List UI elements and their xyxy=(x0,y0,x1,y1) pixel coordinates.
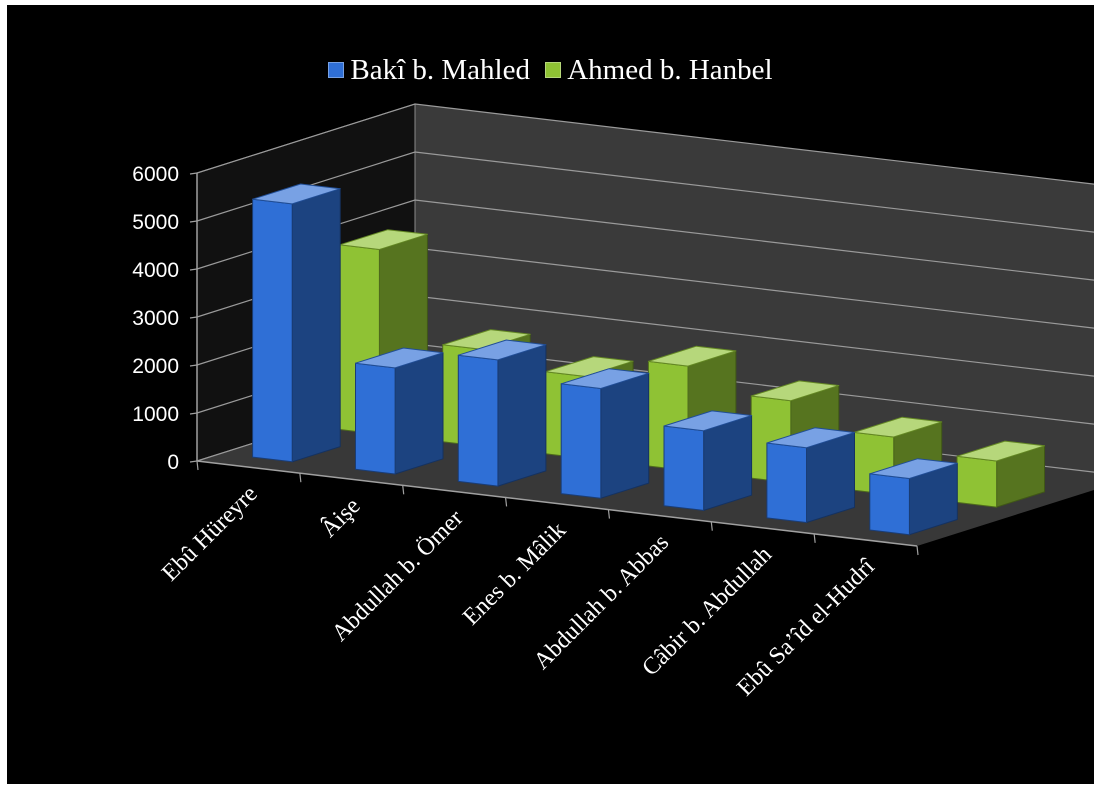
bar-s2-c7 xyxy=(956,440,1045,508)
y-tick-label-0: 0 xyxy=(167,451,179,474)
legend-item-series-2: Ahmed b. Hanbel xyxy=(545,53,773,87)
bar-s2-c1-top xyxy=(339,229,428,250)
bar-s2-c4-top xyxy=(647,345,737,367)
gridline-6 xyxy=(196,103,1094,185)
y-tick-label-3: 3000 xyxy=(132,307,179,330)
bar-s2-c7-front xyxy=(956,455,998,508)
bar-s1-c3 xyxy=(457,339,547,487)
bar-s1-c1 xyxy=(252,183,341,463)
bar-s1-c4-side xyxy=(600,372,650,499)
bar-s1-c3-front xyxy=(457,354,499,487)
y-tick-label-4: 4000 xyxy=(132,259,179,282)
bar-s2-c2-top xyxy=(442,329,531,350)
y-tick-mark-0 xyxy=(189,460,198,463)
chart-background: Bakî b. Mahled Ahmed b. Hanbel 0 1000 2000… xyxy=(7,5,1094,784)
y-tick-label-2: 2000 xyxy=(132,355,179,378)
bar-s1-c6-side xyxy=(806,432,855,523)
y-tick-mark-3 xyxy=(189,316,198,319)
bar-s1-c6-top xyxy=(766,427,855,449)
x-tick-mark-5 xyxy=(710,521,713,531)
y-tick-label-1: 1000 xyxy=(132,403,179,426)
bar-s1-c5 xyxy=(663,410,753,511)
bar-s1-c5-side xyxy=(703,415,753,511)
legend-label-series-2: Ahmed b. Hanbel xyxy=(567,53,773,86)
x-tick-mark-4 xyxy=(607,509,611,519)
x-tick-mark-2 xyxy=(402,485,405,495)
x-tick-mark-3 xyxy=(504,497,508,507)
y-tick-mark-5 xyxy=(189,220,198,223)
x-axis-line xyxy=(196,460,918,547)
bar-s1-c2-top xyxy=(355,347,444,369)
x-tick-label-4: Enes b. Mâlik xyxy=(458,517,571,630)
y-tick-label-6: 6000 xyxy=(132,163,179,186)
bar-s1-c7-front xyxy=(869,473,910,536)
legend: Bakî b. Mahled Ahmed b. Hanbel xyxy=(7,53,1094,87)
bars xyxy=(252,183,1045,536)
legend-label-series-1: Bakî b. Mahled xyxy=(350,53,530,86)
bar-s1-c1-side xyxy=(291,188,341,463)
bar-s1-c2 xyxy=(355,347,444,475)
chart-canvas: 0 1000 2000 3000 4000 5000 6000 Ebû Hüreyre Âişe… xyxy=(132,103,1094,701)
y-tick-mark-1 xyxy=(189,412,198,415)
y-tick-labels: 0 1000 2000 3000 4000 5000 6000 xyxy=(132,163,179,474)
bar-s1-c7-top xyxy=(869,458,958,479)
bar-s1-c4-front xyxy=(560,383,602,499)
bar-s2-c5-top xyxy=(750,380,840,402)
bar-s1-c2-side xyxy=(394,352,444,475)
bar-s1-c3-top xyxy=(457,339,547,361)
bar-s1-c7 xyxy=(869,458,958,536)
bar-s2-c6-top xyxy=(853,416,943,438)
bar-s1-c2-front xyxy=(355,362,396,475)
bar-s1-c5-top xyxy=(663,410,753,432)
x-tick-mark-7 xyxy=(916,545,919,556)
bar-s2-c7-top xyxy=(956,440,1045,462)
bar-s1-c3-side xyxy=(497,344,547,487)
x-tick-label-1: Ebû Hüreyre xyxy=(157,481,263,587)
bar-s1-c6-front xyxy=(766,442,807,523)
y-tick-mark-2 xyxy=(189,364,198,367)
y-tick-label-5: 5000 xyxy=(132,211,179,234)
x-tick-mark-1 xyxy=(299,473,302,483)
legend-item-series-1: Bakî b. Mahled xyxy=(328,54,530,87)
bar-s1-c1-top xyxy=(252,183,341,205)
legend-swatch-series-2 xyxy=(545,62,562,78)
bar-s1-c4-top xyxy=(560,368,650,389)
y-tick-mark-4 xyxy=(189,268,198,271)
y-tick-mark-6 xyxy=(189,172,198,175)
bar-s1-c4 xyxy=(560,368,650,499)
bar-s1-c5-front xyxy=(663,425,705,511)
x-tick-mark-6 xyxy=(813,533,816,543)
bar-s1-c1-front xyxy=(252,198,293,463)
bar-s1-c6 xyxy=(766,427,855,523)
x-tick-label-2: Âişe xyxy=(316,493,365,542)
x-tick-mark-0 xyxy=(196,460,199,471)
bar-s2-c3-top xyxy=(545,356,634,377)
legend-swatch-series-1 xyxy=(328,62,345,78)
